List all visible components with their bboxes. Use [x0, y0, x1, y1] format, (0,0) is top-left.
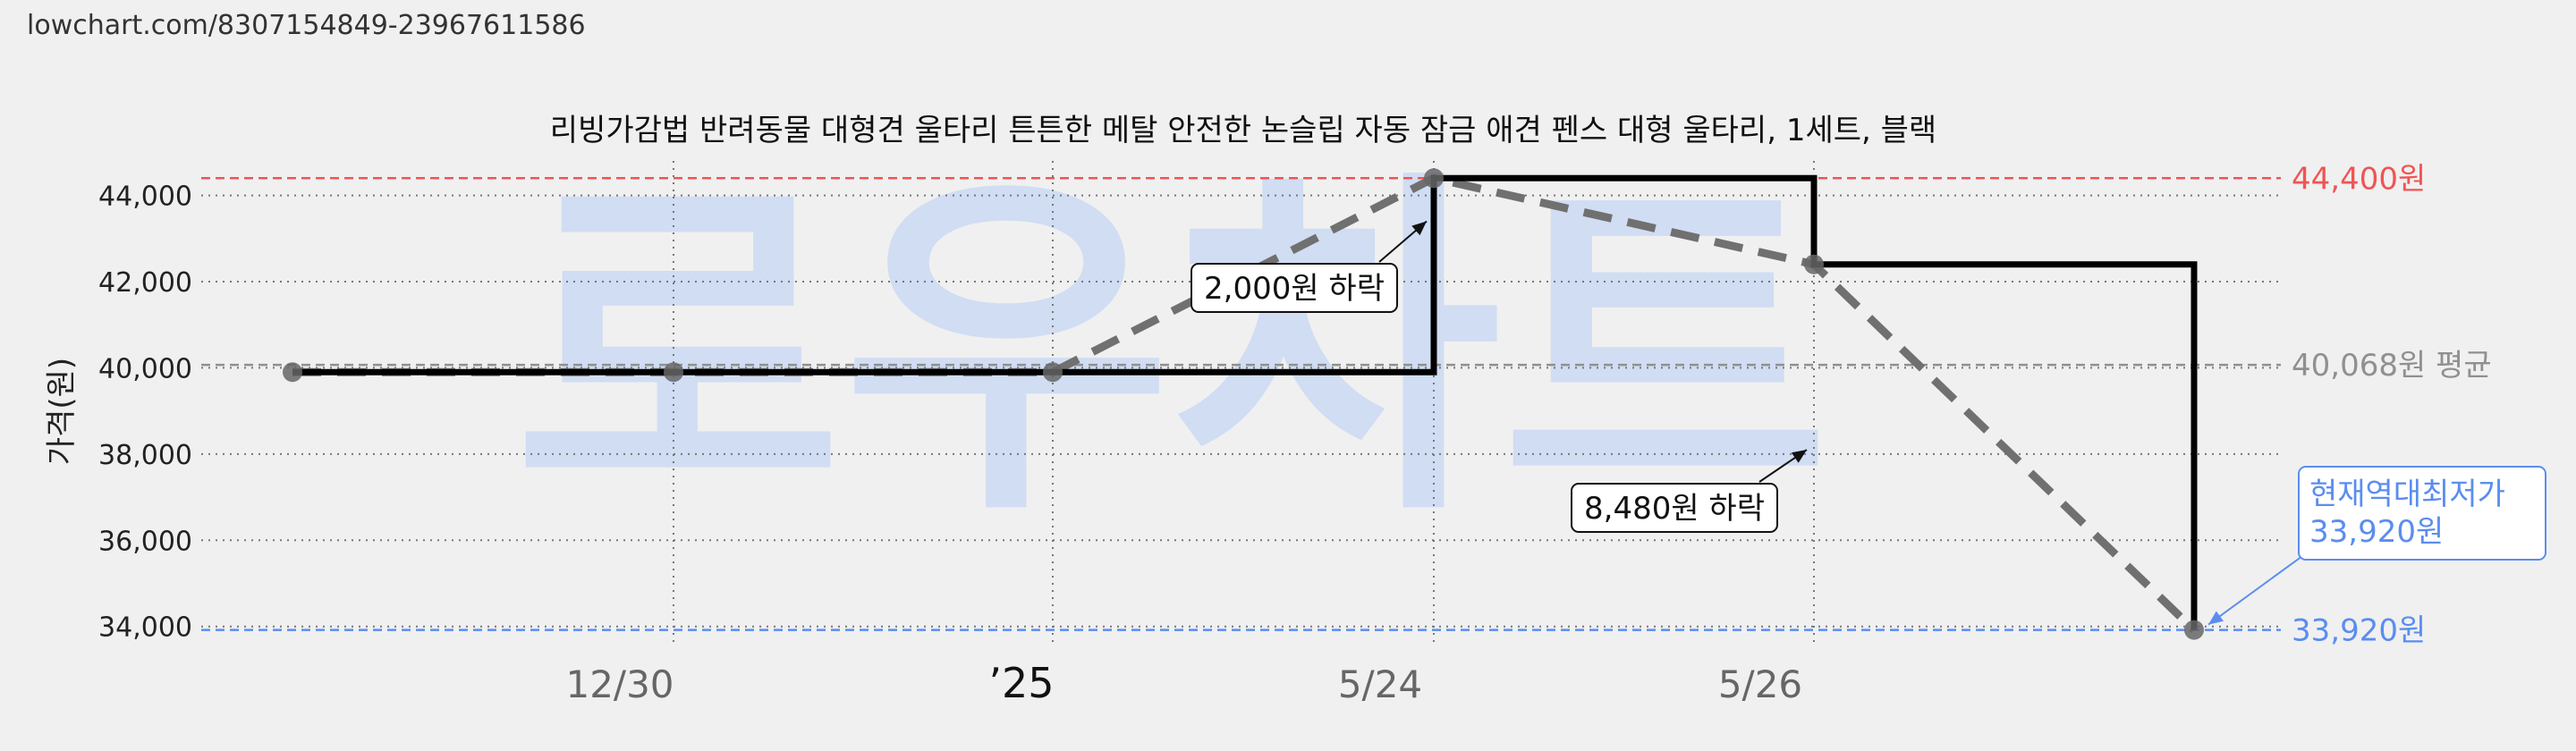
reference-label: 44,400원 [2292, 161, 2426, 197]
y-axis-ticks: 34,000 36,000 38,000 40,000 42,000 44,000 [98, 181, 192, 644]
annotation-text: 2,000원 하락 [1204, 271, 1385, 307]
reference-label: 40,068원 평균 [2292, 348, 2492, 384]
y-tick-label: 34,000 [98, 612, 192, 644]
data-point [1804, 254, 1824, 274]
annotation-box [1571, 483, 1778, 533]
annotation-arrowhead [1791, 450, 1807, 463]
reference-label: 33,920원 [2292, 613, 2426, 649]
x-axis-ticks: 12/30 ’25 5/24 5/26 [565, 659, 1802, 707]
data-point [2184, 620, 2204, 640]
data-point [1043, 362, 1063, 383]
data-point [1424, 168, 1444, 189]
current-price-arrowhead [2208, 611, 2224, 625]
y-tick-label: 38,000 [98, 440, 192, 471]
current-price-arrow [2207, 555, 2303, 626]
annotation-arrowhead [1411, 221, 1427, 236]
y-tick-label: 36,000 [98, 526, 192, 557]
y-tick-label: 42,000 [98, 267, 192, 299]
series [283, 168, 2204, 640]
y-axis-label: 가격(원) [44, 358, 80, 465]
chart-title: 리빙가감법 반려동물 대형견 울타리 튼튼한 메탈 안전한 논슬립 자동 잠금 … [550, 113, 1936, 148]
grid [201, 161, 2281, 644]
page-url: lowchart.com/8307154849-23967611586 [27, 10, 586, 41]
current-price-box [2298, 466, 2546, 561]
annotation-box [1191, 263, 1398, 313]
reference-lines: 44,400원 40,068원 평균 33,920원 [201, 161, 2492, 649]
x-tick-label: 5/26 [1718, 662, 1802, 706]
data-point [664, 362, 683, 383]
current-price-text: 33,920원 [2309, 514, 2444, 550]
x-tick-label: ’25 [988, 659, 1054, 707]
annotation-text: 8,480원 하락 [1584, 491, 1765, 527]
x-tick-label: 12/30 [565, 662, 674, 706]
current-price-text: 현재역대최저가 [2309, 477, 2505, 512]
x-tick-label: 5/24 [1338, 662, 1422, 706]
y-tick-label: 40,000 [98, 353, 192, 384]
y-tick-label: 44,000 [98, 181, 192, 213]
data-point [283, 362, 302, 383]
